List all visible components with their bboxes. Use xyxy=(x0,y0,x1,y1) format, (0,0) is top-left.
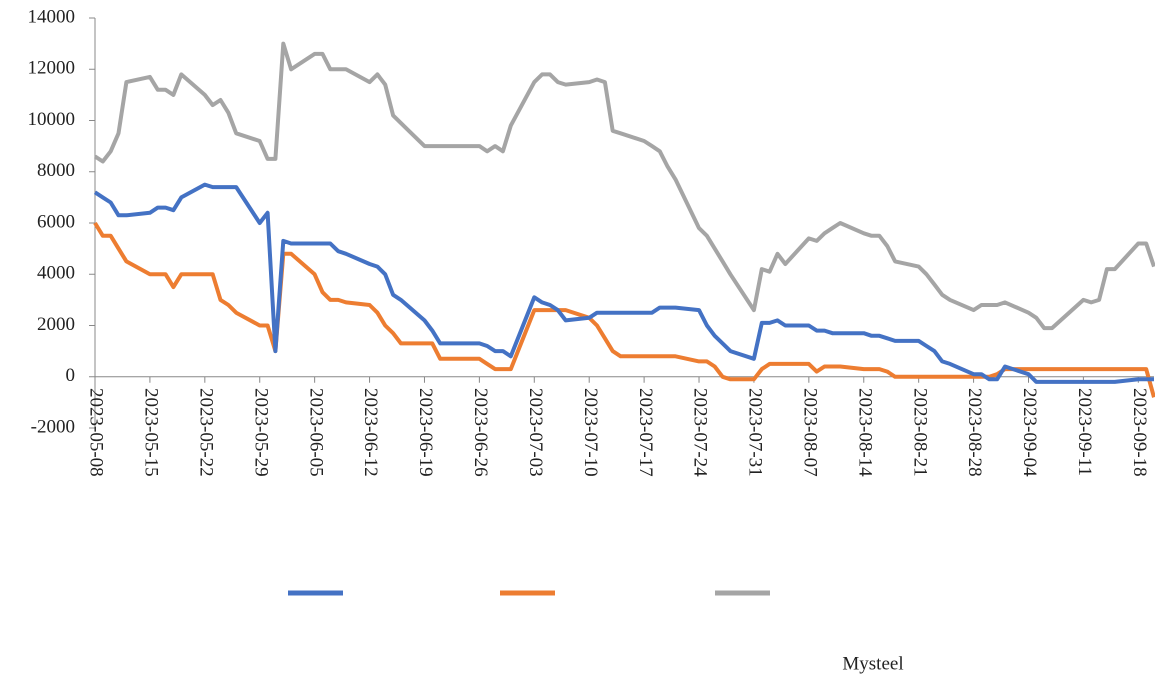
y-tick-label: 6000 xyxy=(37,211,75,232)
y-tick-label: 8000 xyxy=(37,160,75,181)
x-tick-label: 2023-08-14 xyxy=(854,388,875,477)
x-tick-label: 2023-05-08 xyxy=(86,388,107,477)
series-line xyxy=(93,41,1155,331)
x-tick-label: 2023-08-21 xyxy=(909,388,930,477)
x-tick-label: 2023-05-29 xyxy=(250,388,271,477)
x-tick-label: 2023-09-04 xyxy=(1019,388,1040,477)
x-tick-label: 2023-07-17 xyxy=(635,388,656,477)
x-tick-label: 2023-07-24 xyxy=(690,388,711,477)
series-line xyxy=(93,221,1155,398)
x-tick-label: 2023-09-18 xyxy=(1129,388,1150,477)
y-tick-label: 14000 xyxy=(28,6,76,27)
y-tick-label: 4000 xyxy=(37,263,75,284)
x-tick-label: 2023-07-03 xyxy=(525,388,546,477)
y-tick-label: 10000 xyxy=(28,109,76,130)
x-tick-label: 2023-05-15 xyxy=(141,388,162,477)
series-line xyxy=(93,182,1154,384)
x-tick-label: 2023-06-05 xyxy=(305,388,326,477)
x-tick-label: 2023-07-10 xyxy=(580,388,601,477)
x-tick-label: 2023-08-07 xyxy=(799,388,820,477)
x-tick-label: 2023-06-19 xyxy=(415,388,436,477)
x-tick-label: 2023-06-12 xyxy=(360,388,381,477)
x-tick-label: 2023-06-26 xyxy=(470,388,491,477)
x-tick-label: 2023-05-22 xyxy=(195,388,216,477)
y-tick-label: 0 xyxy=(66,365,76,386)
x-tick-label: 2023-09-11 xyxy=(1074,388,1095,476)
x-tick-label: 2023-07-31 xyxy=(745,388,766,477)
y-tick-label: 12000 xyxy=(28,58,76,79)
y-tick-label: -2000 xyxy=(31,416,75,437)
y-tick-label: 2000 xyxy=(37,314,75,335)
x-tick-label: 2023-08-28 xyxy=(964,388,985,477)
source-label: Mysteel xyxy=(842,653,903,674)
